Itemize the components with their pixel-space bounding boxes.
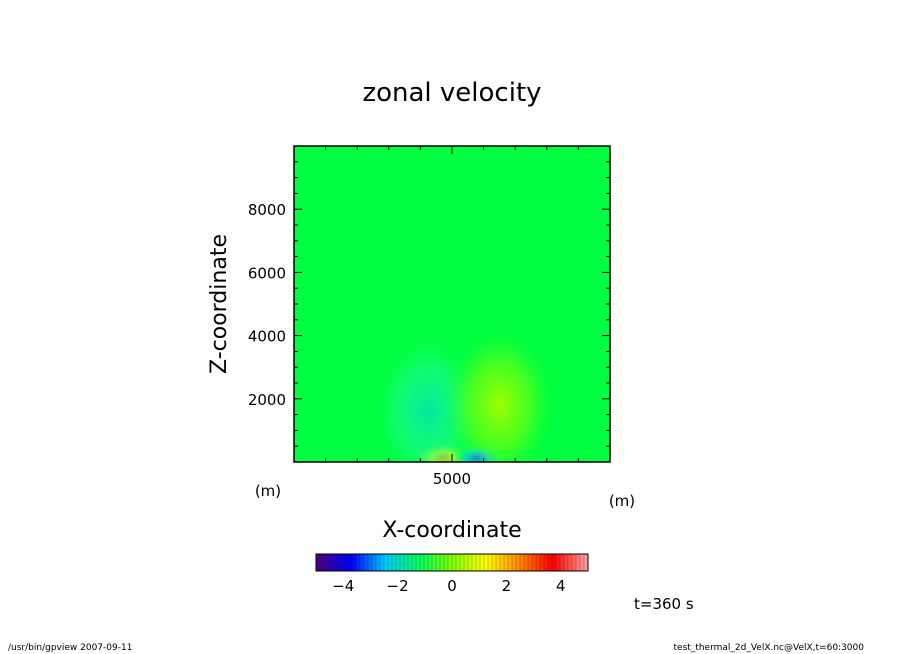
colorbar-cell [500, 554, 505, 571]
colorbar-cell [380, 554, 385, 571]
colorbar-tick-label: 4 [556, 577, 566, 595]
colorbar-cell [328, 554, 333, 571]
colorbar-tick-label: 0 [447, 577, 457, 595]
colorbar-cell [392, 554, 397, 571]
colorbar-cell [564, 554, 569, 571]
colorbar-cell [468, 554, 473, 571]
colorbar [315, 554, 589, 571]
time-label: t=360 s [634, 595, 694, 613]
colorbar-cell [476, 554, 481, 571]
colorbar-cell [448, 554, 453, 571]
y-tick-label: 2000 [248, 391, 286, 409]
colorbar-cell [360, 554, 365, 571]
y-unit-label: (m) [609, 492, 635, 510]
colorbar-cell [404, 554, 409, 571]
colorbar-tick-label: −4 [332, 577, 354, 595]
colorbar-cell [512, 554, 517, 571]
colorbar-cell [576, 554, 581, 571]
colorbar-cell [432, 554, 437, 571]
y-axis-label: Z-coordinate [207, 234, 232, 374]
colorbar-cell [496, 554, 501, 571]
colorbar-cell [428, 554, 433, 571]
y-tick-label: 4000 [248, 328, 286, 346]
colorbar-cell [340, 554, 345, 571]
colorbar-cell [460, 554, 465, 571]
colorbar-cell [544, 554, 549, 571]
colorbar-cell [492, 554, 497, 571]
y-tick-label: 8000 [248, 201, 286, 219]
colorbar-cell [336, 554, 341, 571]
colorbar-cell [344, 554, 349, 571]
colorbar-cell [412, 554, 417, 571]
colorbar-cell [316, 554, 321, 571]
colorbar-cell [556, 554, 561, 571]
colorbar-cell [408, 554, 413, 571]
colorbar-cell [452, 554, 457, 571]
field-anomaly [441, 325, 558, 462]
colorbar-cell [472, 554, 477, 571]
colorbar-cell [480, 554, 485, 571]
velocity-field [294, 146, 610, 462]
colorbar-frame [315, 553, 589, 572]
y-tick-label: 6000 [248, 264, 286, 282]
colorbar-tick-label: −2 [387, 577, 409, 595]
tick-labels: 5000 2000 4000 6000 8000 [248, 201, 471, 488]
colorbar-cell [424, 554, 429, 571]
colorbar-cell [356, 554, 361, 571]
x-unit-label: (m) [255, 482, 281, 500]
colorbar-cell [516, 554, 521, 571]
chart-title: zonal velocity [362, 78, 541, 108]
colorbar-cell [484, 554, 489, 571]
colorbar-cell [372, 554, 377, 571]
footer-left: /usr/bin/gpview 2007-09-11 [8, 643, 133, 653]
colorbar-cell [396, 554, 401, 571]
colorbar-cell [440, 554, 445, 571]
colorbar-tick-label: 2 [502, 577, 512, 595]
colorbar-cell [456, 554, 461, 571]
colorbar-cell [324, 554, 329, 571]
colorbar-cell [400, 554, 405, 571]
colorbar-cell [464, 554, 469, 571]
colorbar-cell [560, 554, 565, 571]
colorbar-cell [536, 554, 541, 571]
colorbar-cell [352, 554, 357, 571]
colorbar-tick-labels: −4 −2 0 2 4 [332, 577, 565, 595]
colorbar-cell [348, 554, 353, 571]
colorbar-cell [444, 554, 449, 571]
colorbar-cell [532, 554, 537, 571]
colorbar-cell [508, 554, 513, 571]
colorbar-cell [572, 554, 577, 571]
colorbar-cell [320, 554, 325, 571]
colorbar-cell [488, 554, 493, 571]
colorbar-cell [332, 554, 337, 571]
colorbar-cell [420, 554, 425, 571]
colorbar-cell [524, 554, 529, 571]
colorbar-cell [384, 554, 389, 571]
colorbar-cell [520, 554, 525, 571]
footer-right: test_thermal_2d_VelX.nc@VelX,t=60:3000 [673, 643, 864, 653]
colorbar-cell [388, 554, 393, 571]
colorbar-cell [568, 554, 573, 571]
colorbar-cell [376, 554, 381, 571]
colorbar-cell [552, 554, 557, 571]
colorbar-cell [540, 554, 545, 571]
colorbar-cell [584, 554, 589, 571]
colorbar-cell [504, 554, 509, 571]
x-axis-label: X-coordinate [382, 518, 521, 543]
colorbar-cell [416, 554, 421, 571]
axis-ticks [294, 146, 610, 462]
colorbar-cell [548, 554, 553, 571]
colorbar-cell [580, 554, 585, 571]
x-tick-label: 5000 [433, 470, 471, 488]
colorbar-cell [436, 554, 441, 571]
colorbar-cell [528, 554, 533, 571]
colorbar-cell [364, 554, 369, 571]
colorbar-cell [368, 554, 373, 571]
